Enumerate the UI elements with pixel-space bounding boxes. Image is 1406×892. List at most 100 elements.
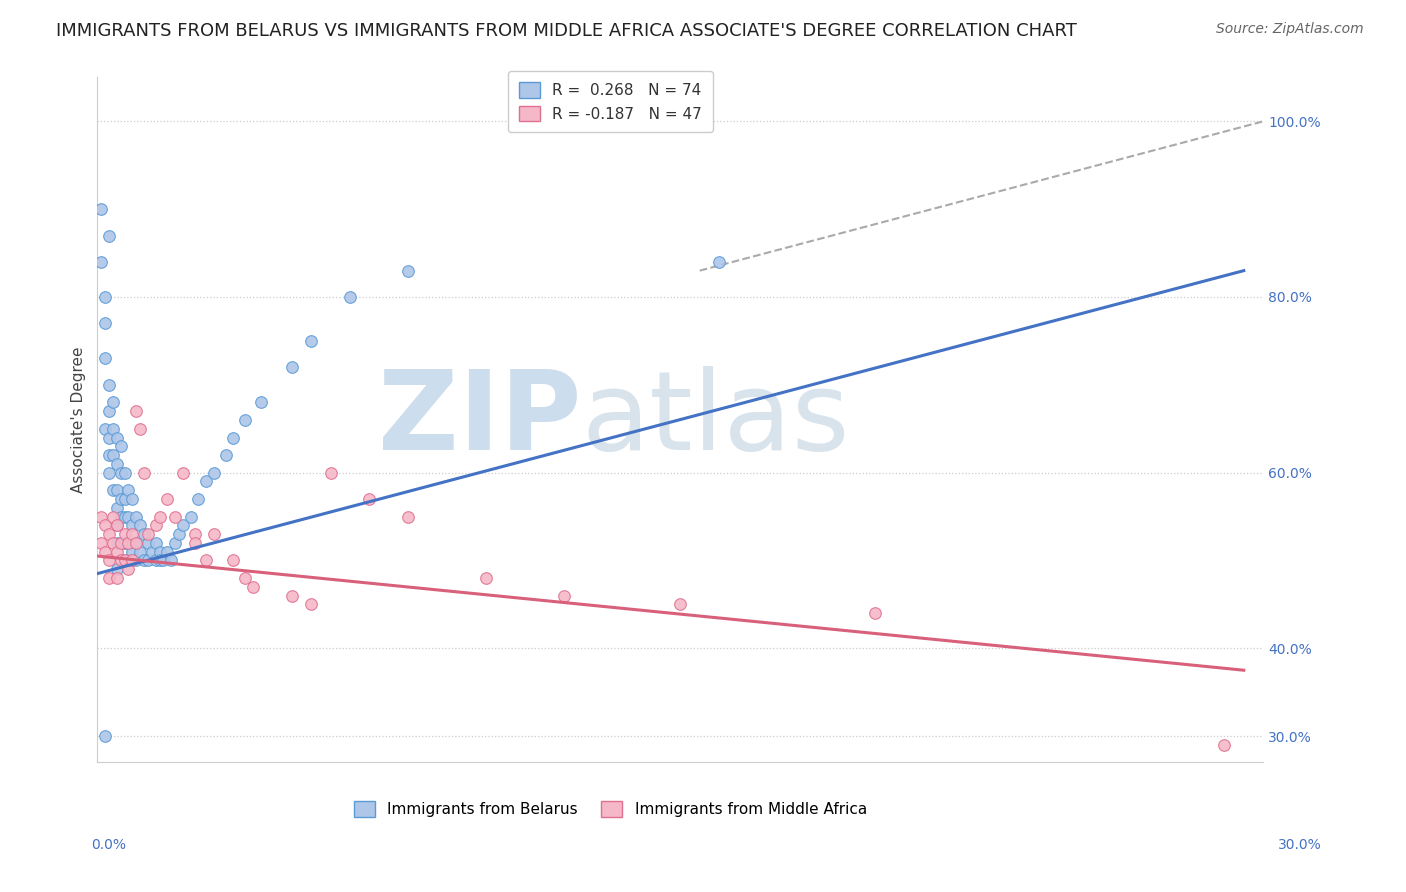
Point xyxy=(117,562,139,576)
Point xyxy=(129,422,152,436)
Point xyxy=(94,422,117,436)
Point xyxy=(125,536,148,550)
Point xyxy=(105,562,128,576)
Point xyxy=(233,571,256,585)
Point xyxy=(98,228,121,243)
Point xyxy=(117,483,139,498)
Point xyxy=(233,413,256,427)
Point xyxy=(167,527,190,541)
Point xyxy=(202,527,225,541)
Point xyxy=(101,483,124,498)
Point xyxy=(132,527,155,541)
Point xyxy=(121,518,143,533)
Point xyxy=(195,553,218,567)
Point xyxy=(125,536,148,550)
Point xyxy=(249,395,271,409)
Point xyxy=(141,544,163,558)
Point xyxy=(98,527,121,541)
Legend: Immigrants from Belarus, Immigrants from Middle Africa: Immigrants from Belarus, Immigrants from… xyxy=(347,795,873,823)
Point xyxy=(132,466,155,480)
Point xyxy=(110,491,132,506)
Point xyxy=(475,571,498,585)
Point xyxy=(90,509,112,524)
Point xyxy=(172,518,194,533)
Point xyxy=(117,536,139,550)
Point xyxy=(280,589,302,603)
Point xyxy=(136,553,159,567)
Point xyxy=(105,483,128,498)
Point xyxy=(110,466,132,480)
Point xyxy=(145,536,167,550)
Point xyxy=(117,536,139,550)
Point xyxy=(148,509,170,524)
Point xyxy=(105,500,128,515)
Point xyxy=(105,430,128,444)
Point xyxy=(707,255,730,269)
Point xyxy=(136,536,159,550)
Point xyxy=(90,202,112,216)
Point xyxy=(202,466,225,480)
Point xyxy=(114,553,136,567)
Point xyxy=(94,518,117,533)
Point xyxy=(114,509,136,524)
Text: 0.0%: 0.0% xyxy=(91,838,127,852)
Point xyxy=(114,491,136,506)
Point xyxy=(90,536,112,550)
Point xyxy=(105,457,128,471)
Point xyxy=(121,527,143,541)
Point xyxy=(114,466,136,480)
Point xyxy=(299,334,322,348)
Point xyxy=(98,377,121,392)
Point xyxy=(101,536,124,550)
Point xyxy=(121,544,143,558)
Point xyxy=(121,553,143,567)
Point xyxy=(114,527,136,541)
Point xyxy=(863,606,886,620)
Point xyxy=(94,544,117,558)
Point xyxy=(156,544,179,558)
Point xyxy=(114,553,136,567)
Point xyxy=(101,448,124,462)
Point xyxy=(129,518,152,533)
Point xyxy=(94,729,117,743)
Text: IMMIGRANTS FROM BELARUS VS IMMIGRANTS FROM MIDDLE AFRICA ASSOCIATE'S DEGREE CORR: IMMIGRANTS FROM BELARUS VS IMMIGRANTS FR… xyxy=(56,22,1077,40)
Point xyxy=(98,553,121,567)
Point xyxy=(222,430,245,444)
Point xyxy=(94,316,117,330)
Point xyxy=(129,544,152,558)
Point xyxy=(110,439,132,453)
Point xyxy=(1213,738,1236,752)
Point xyxy=(101,395,124,409)
Point xyxy=(299,598,322,612)
Point xyxy=(187,491,209,506)
Point xyxy=(165,536,187,550)
Point xyxy=(553,589,575,603)
Point xyxy=(105,571,128,585)
Point xyxy=(117,553,139,567)
Point xyxy=(172,466,194,480)
Text: ZIP: ZIP xyxy=(378,367,581,474)
Point xyxy=(148,553,170,567)
Point xyxy=(183,527,205,541)
Point xyxy=(148,544,170,558)
Point xyxy=(110,536,132,550)
Point xyxy=(105,536,128,550)
Point xyxy=(114,536,136,550)
Point xyxy=(165,509,187,524)
Point xyxy=(117,509,139,524)
Point xyxy=(396,263,419,277)
Point xyxy=(98,404,121,418)
Point xyxy=(125,553,148,567)
Point xyxy=(319,466,342,480)
Point xyxy=(132,553,155,567)
Point xyxy=(145,553,167,567)
Point xyxy=(396,509,419,524)
Point xyxy=(105,518,128,533)
Point xyxy=(110,553,132,567)
Point xyxy=(280,360,302,375)
Text: atlas: atlas xyxy=(581,367,849,474)
Point xyxy=(160,553,183,567)
Point xyxy=(125,404,148,418)
Point xyxy=(94,290,117,304)
Point xyxy=(214,448,236,462)
